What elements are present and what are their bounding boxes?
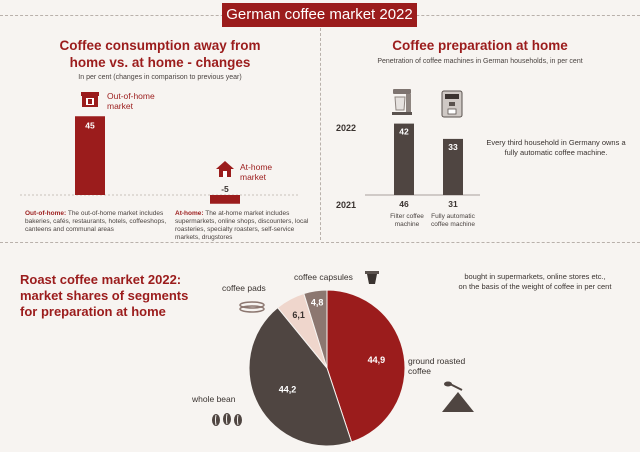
bottom-title-line1: Roast coffee market 2022: bbox=[20, 272, 182, 287]
bottom-title-line3: for preparation at home bbox=[20, 304, 166, 319]
left-title-line2: home vs. at home - changes bbox=[69, 55, 251, 70]
ah-note-bold: At-home: bbox=[175, 210, 204, 217]
right-title: Coffee preparation at home bbox=[392, 38, 568, 53]
pads-icon bbox=[239, 301, 265, 313]
pie-value-3: 4,8 bbox=[311, 298, 324, 308]
year-2021-label: 2021 bbox=[336, 200, 357, 210]
ah-label: At-home market bbox=[240, 162, 273, 182]
ooh-label: Out-of-home market bbox=[107, 91, 155, 111]
ground-coffee-icon bbox=[442, 381, 474, 412]
machine-bar-2022-0 bbox=[394, 123, 414, 195]
section-divider bbox=[0, 242, 640, 243]
left-title-line1: Coffee consumption away from bbox=[59, 38, 261, 53]
coffee-beans-icon bbox=[212, 413, 242, 426]
automatic-machine-label: Fully automatic coffee machine bbox=[431, 213, 475, 228]
label-whole-bean: whole bean bbox=[192, 394, 236, 404]
year-2022-label: 2022 bbox=[336, 123, 357, 133]
pie-value-0: 44,9 bbox=[368, 355, 386, 365]
pie-slice-3 bbox=[303, 289, 328, 369]
pie-slice-0 bbox=[326, 289, 406, 443]
filter-machine-label: Filter coffee machine bbox=[390, 213, 424, 228]
machine-value-2022-1: 33 bbox=[448, 142, 458, 152]
ah-note: At-home: The at-home market includes sup… bbox=[175, 210, 315, 242]
label-pads: coffee pads bbox=[222, 283, 266, 293]
vertical-divider bbox=[320, 28, 321, 240]
bottom-note-line2: on the basis of the weight of coffee in … bbox=[458, 282, 612, 291]
bottom-title: Roast coffee market 2022: market shares … bbox=[20, 272, 188, 320]
pie-slice-1 bbox=[248, 306, 353, 447]
ooh-note: Out-of-home: The out-of-home market incl… bbox=[25, 210, 170, 234]
pie-value-1: 44,2 bbox=[279, 385, 297, 395]
right-note: Every third household in Germany owns a … bbox=[486, 138, 626, 157]
ah-note-text: The at-home market includes supermarkets… bbox=[175, 210, 309, 241]
machine-value-2021-0: 46 bbox=[399, 199, 409, 209]
consumption-bar-0 bbox=[75, 116, 105, 195]
label-capsules: coffee capsules bbox=[294, 272, 353, 282]
shop-icon bbox=[81, 92, 99, 107]
left-subtitle: In per cent (changes in comparison to pr… bbox=[78, 74, 242, 81]
filter-machine-icon bbox=[392, 89, 412, 115]
ooh-note-bold: Out-of-home: bbox=[25, 210, 67, 217]
left-title: Coffee consumption away from home vs. at… bbox=[40, 37, 280, 71]
machine-value-2021-1: 31 bbox=[448, 199, 458, 209]
house-icon bbox=[216, 161, 234, 177]
ooh-note-text: The out-of-home market includes bakeries… bbox=[25, 210, 167, 233]
bottom-note-line1: bought in supermarkets, online stores et… bbox=[464, 272, 606, 281]
consumption-bar-1 bbox=[210, 195, 240, 204]
bottom-note: bought in supermarkets, online stores et… bbox=[440, 272, 630, 292]
right-subtitle: Penetration of coffee machines in German… bbox=[377, 58, 583, 65]
capsule-icon bbox=[365, 271, 379, 284]
consumption-value-0: 45 bbox=[85, 120, 95, 130]
pie-value-2: 6,1 bbox=[292, 310, 305, 320]
machine-bar-2022-1 bbox=[443, 138, 463, 195]
label-ground: ground roasted coffee bbox=[408, 356, 466, 376]
bottom-title-line2: market shares of segments bbox=[20, 288, 189, 303]
machine-value-2022-0: 42 bbox=[399, 127, 409, 137]
automatic-machine-icon bbox=[441, 90, 463, 118]
page-banner: German coffee market 2022 bbox=[222, 3, 417, 27]
consumption-value-1: -5 bbox=[221, 184, 229, 194]
